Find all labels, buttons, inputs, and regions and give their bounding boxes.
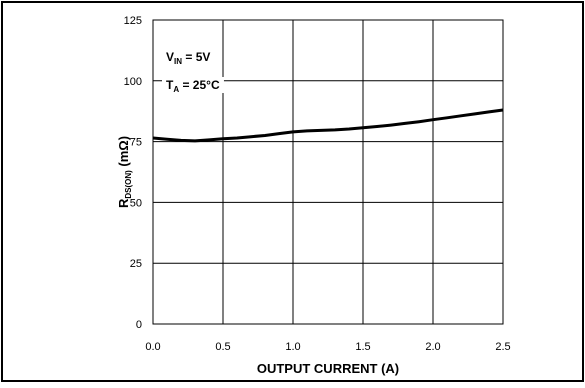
annotation-main: T [166,78,174,92]
y-tick-label: 50 [130,197,142,209]
annotation-label: TA = 25°C [166,78,220,94]
annotation-label: VIN = 5V [166,50,210,66]
annotation-rest: = 25°C [179,78,220,92]
y-axis-title-sub: DS(ON) [124,170,133,199]
annotation-rest: = 5V [182,50,210,64]
annotation-sub: IN [174,57,182,66]
y-axis-title: RDS(ON) (mΩ) [116,136,133,208]
y-tick-label: 25 [130,258,142,270]
x-axis-title: OUTPUT CURRENT (A) [257,361,399,376]
annotations: VIN = 5V TA = 25°C [162,49,224,94]
y-tick-label: 125 [124,15,142,27]
x-tick-label: 2.0 [425,341,440,353]
x-tick-label: 1.5 [355,341,370,353]
annotation-sub: A [173,85,179,94]
y-tick-label: 75 [130,137,142,149]
series-line [152,108,504,143]
plot-frame [152,19,504,325]
y-tick-labels: 0 25 50 75 100 125 [124,15,142,331]
y-axis-title-main: R [116,198,131,208]
y-axis-title-unit: (mΩ) [116,136,131,170]
x-tick-labels: 0.0 0.5 1.0 1.5 2.0 2.5 [145,341,510,353]
annotation-main: V [166,50,174,64]
y-tick-label: 100 [124,76,142,88]
x-tick-label: 0.5 [215,341,230,353]
x-tick-label: 2.5 [495,341,510,353]
annotation-background [162,77,224,93]
series-group [152,108,504,143]
x-tick-label: 0.0 [145,341,160,353]
x-tick-label: 1.0 [285,341,300,353]
annotation-background [162,49,215,65]
grid [153,20,503,324]
y-tick-label: 0 [136,319,142,331]
